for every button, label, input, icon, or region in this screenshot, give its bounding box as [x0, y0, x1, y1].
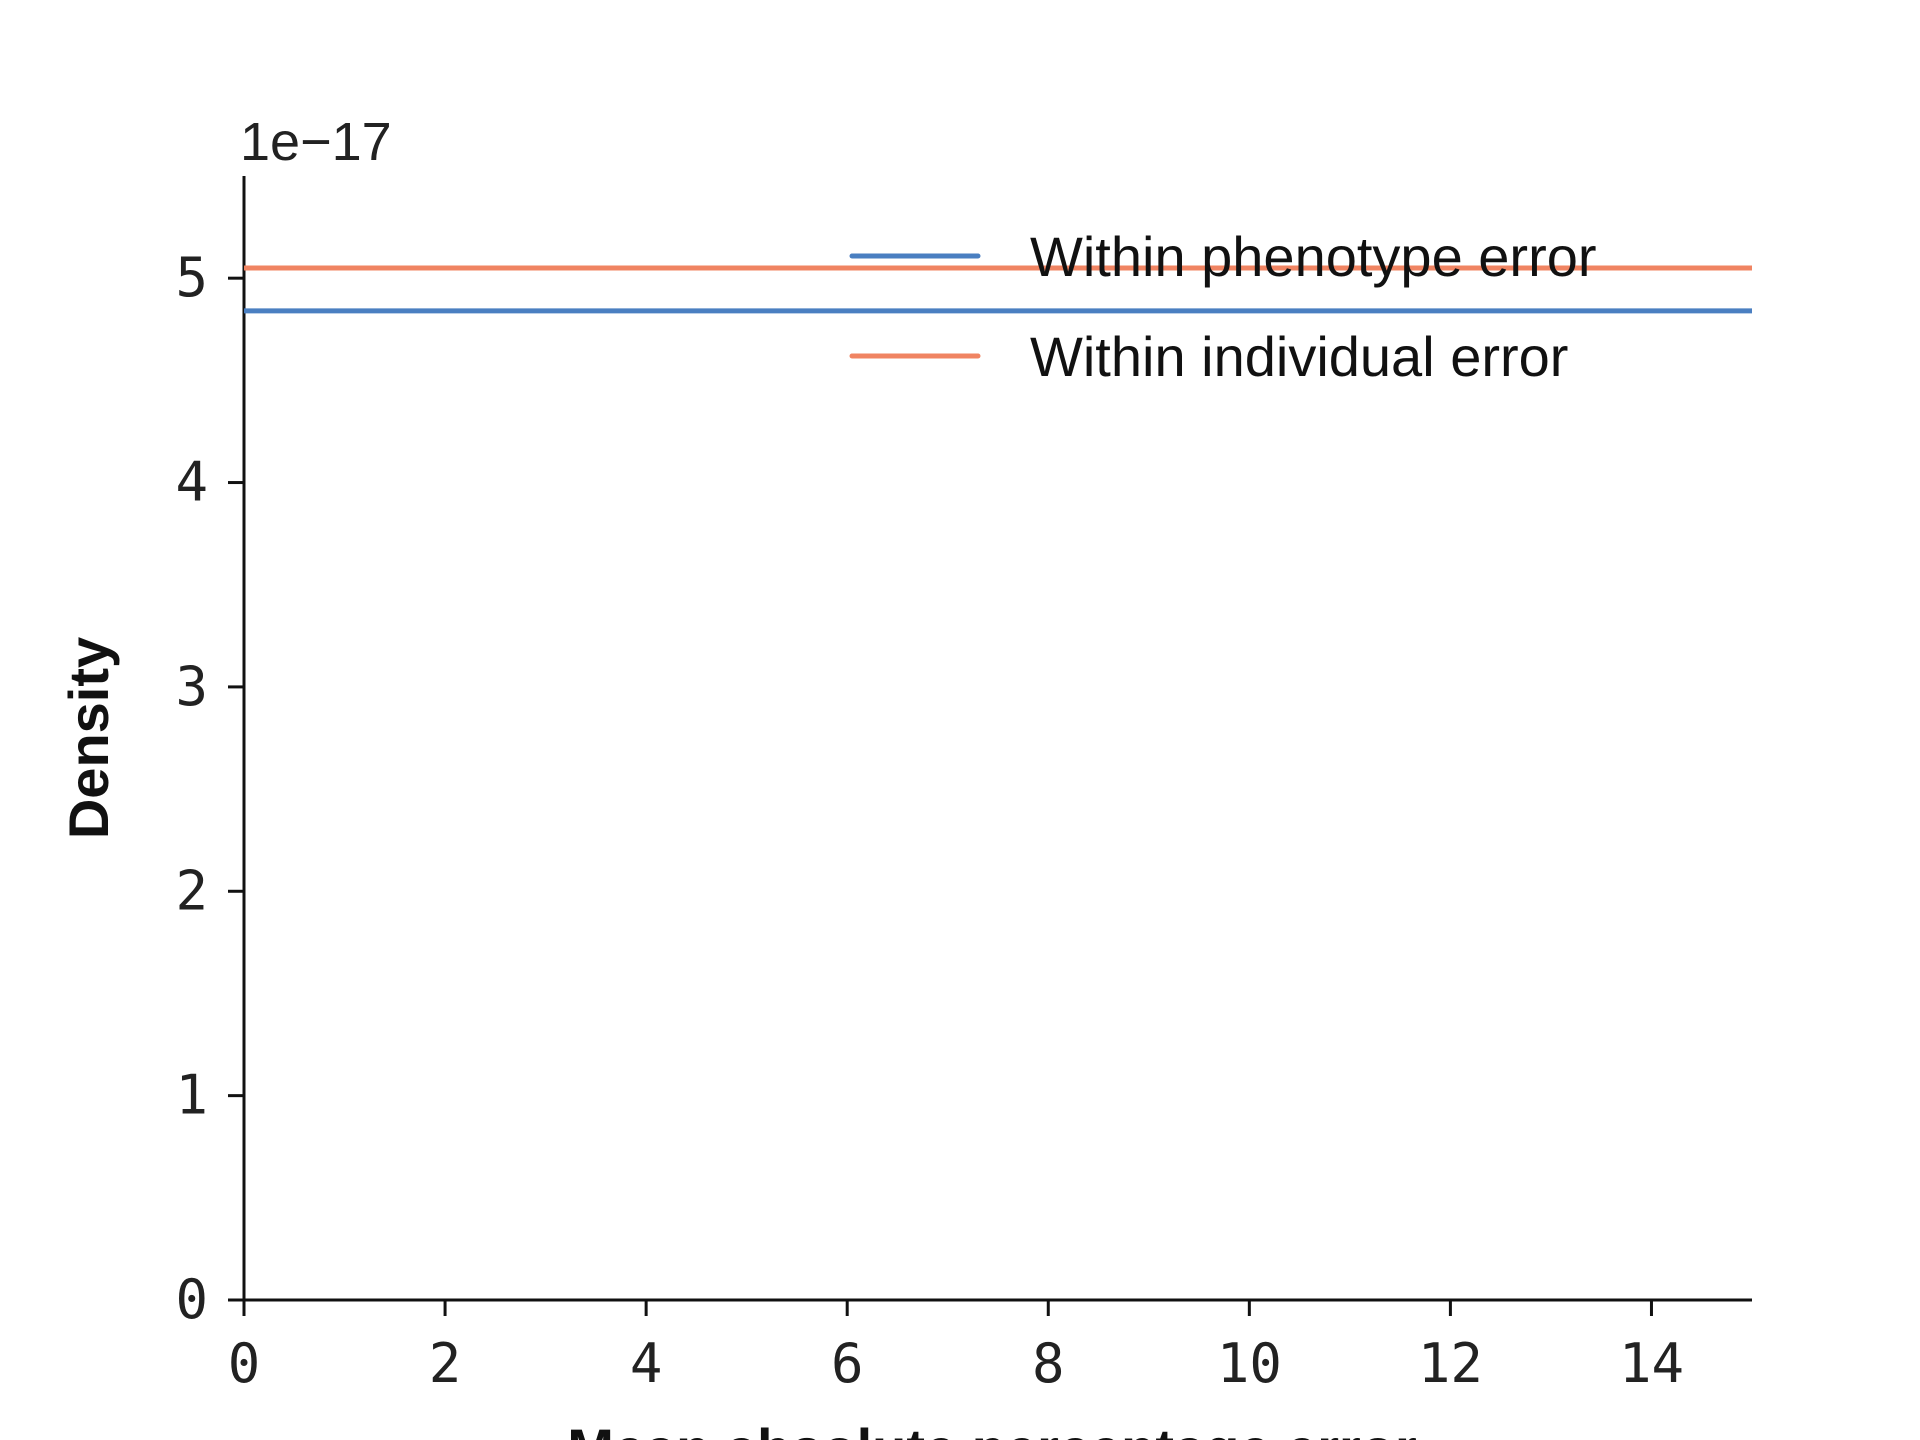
y-axis-offset-label: 1e−17: [240, 112, 392, 172]
legend: Within phenotype error Within individual …: [849, 225, 1597, 388]
y-tick-label: 4: [175, 451, 208, 514]
legend-label-2: Within individual error: [1030, 325, 1568, 388]
x-tick-label: 12: [1418, 1332, 1483, 1395]
x-axis-title: Mean absolute percentage error: [567, 1417, 1417, 1440]
y-axis-title: Density: [57, 637, 120, 839]
y-tick-label: 2: [175, 859, 208, 922]
x-tick-label: 4: [630, 1332, 663, 1395]
x-tick-label: 10: [1217, 1332, 1282, 1395]
y-tick-label: 3: [175, 655, 208, 718]
y-tick-label: 1: [175, 1064, 208, 1127]
x-tick-label: 14: [1619, 1332, 1684, 1395]
x-tick-label: 0: [228, 1332, 261, 1395]
x-tick-label: 2: [429, 1332, 462, 1395]
series-layer: [244, 265, 1752, 314]
x-tick-label: 6: [831, 1332, 864, 1395]
y-tick-label: 0: [175, 1268, 208, 1331]
x-tick-label: 8: [1032, 1332, 1065, 1395]
y-tick-label: 5: [175, 246, 208, 309]
legend-label-1: Within phenotype error: [1030, 225, 1597, 288]
